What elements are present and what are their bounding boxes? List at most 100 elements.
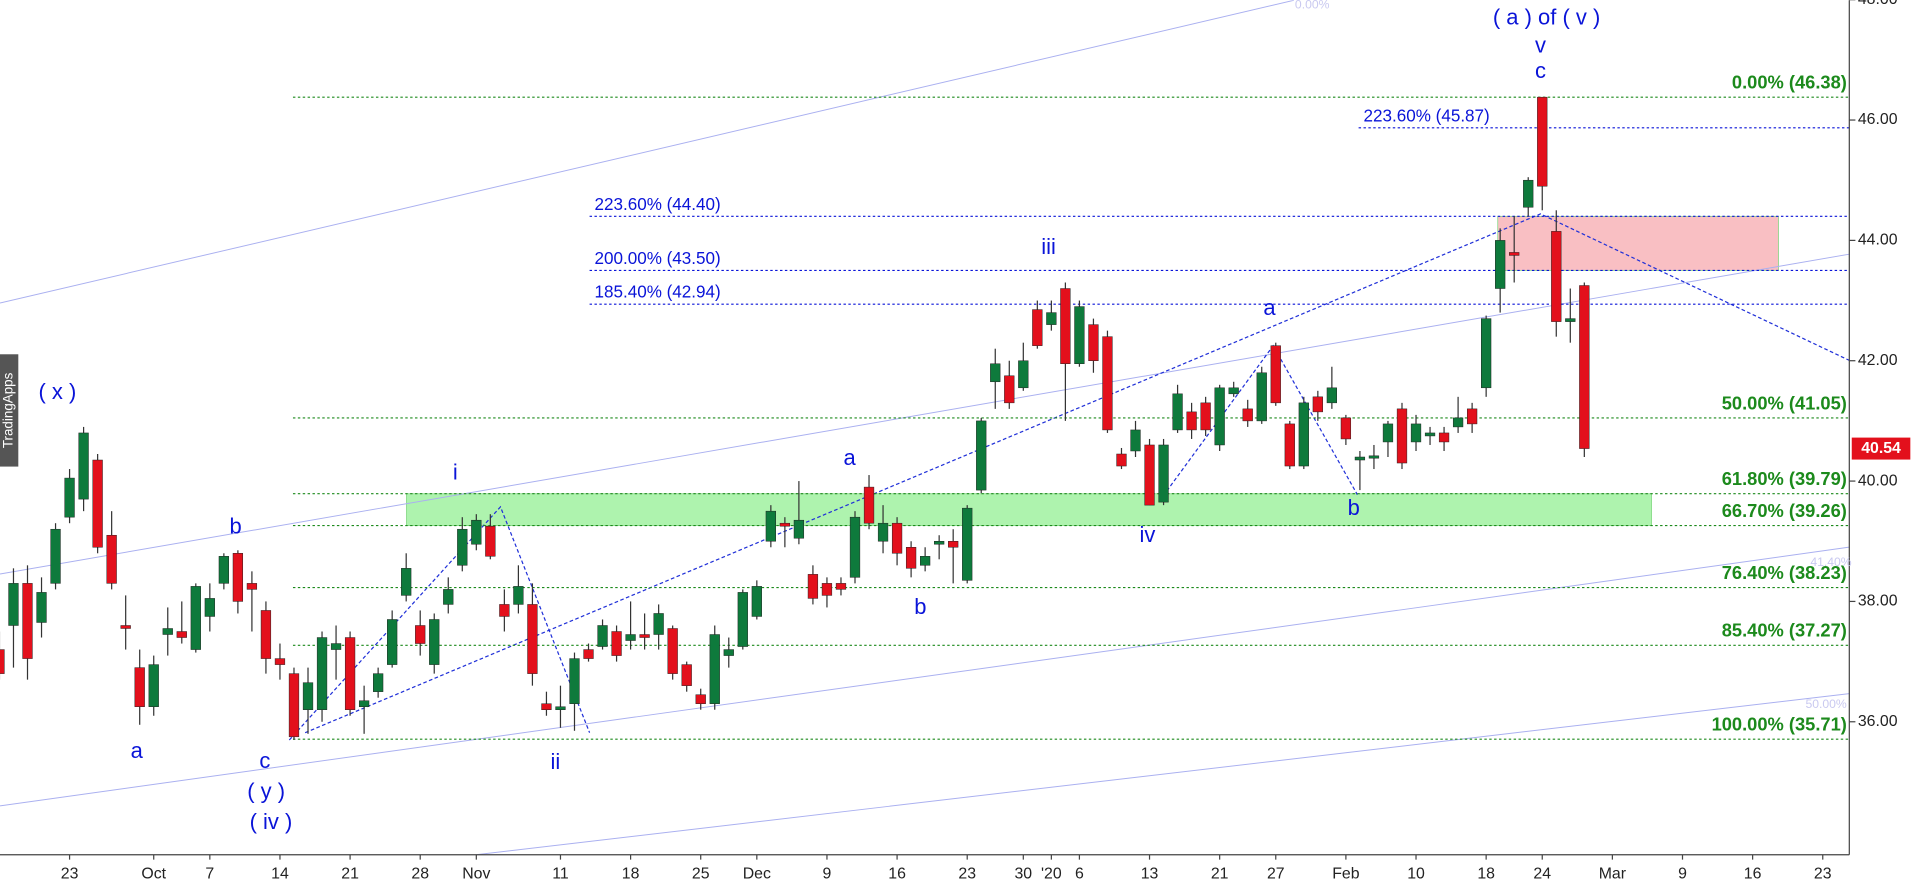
watermark-box (0, 354, 19, 467)
wave-label: c (259, 748, 270, 773)
candle-body (948, 541, 959, 548)
candle-body (1270, 345, 1281, 404)
candle-body (106, 534, 117, 584)
candle-body (1523, 179, 1534, 208)
candle-body (120, 625, 131, 629)
x-tick-label: 21 (1211, 865, 1229, 882)
candle-body (1200, 402, 1211, 431)
candle-body (513, 586, 524, 605)
candle-body (1312, 396, 1323, 413)
wave-label: a (1263, 295, 1276, 320)
wave-line (304, 213, 1850, 734)
candle-body (8, 583, 19, 626)
x-tick-label: 10 (1407, 865, 1425, 882)
x-tick-label: Dec (743, 865, 771, 882)
candle-body (190, 586, 201, 650)
wave-label: iii (1041, 234, 1056, 259)
x-tick-label: 18 (1477, 865, 1495, 882)
candle-body (1438, 432, 1450, 443)
candle-body (1551, 231, 1562, 322)
candle-body (471, 519, 482, 545)
level-label: 200.00% (43.50) (594, 249, 720, 268)
faint-label: 0.00% (1295, 0, 1330, 11)
level-label: 76.40% (38.23) (1722, 562, 1847, 583)
candle-body (920, 556, 931, 566)
candle-body (835, 583, 847, 590)
candle-body (849, 516, 861, 578)
candle-body (387, 619, 398, 665)
candle-body (1396, 408, 1408, 464)
candle-body (527, 604, 538, 674)
candle-body (1509, 252, 1520, 256)
x-tick-label: 21 (341, 865, 359, 882)
y-tick-label: 42.00 (1858, 352, 1898, 369)
x-tick-label: 30 (1014, 865, 1032, 882)
candle-body (723, 649, 734, 656)
candle-body (1088, 324, 1099, 361)
candle-body (134, 667, 145, 707)
candle-body (36, 592, 47, 623)
level-label: 50.00% (41.05) (1722, 392, 1847, 413)
candle-body (499, 604, 510, 617)
channel-line (0, 546, 1850, 807)
candle-body (611, 631, 622, 656)
candle-body (218, 556, 229, 584)
candle-body (232, 553, 244, 602)
y-tick-label: 38.00 (1858, 593, 1898, 610)
x-tick-label: 28 (411, 865, 429, 882)
zone (406, 493, 1652, 526)
candle-body (1186, 411, 1197, 431)
candle-body (1495, 240, 1506, 289)
x-tick-label: 16 (888, 865, 906, 882)
candle-body (288, 673, 300, 738)
candle-body (344, 637, 356, 710)
wave-label: i (453, 460, 458, 485)
candle-body (1130, 429, 1141, 452)
x-tick-label: 6 (1075, 865, 1084, 882)
candle-body (373, 673, 384, 692)
channel-line (0, 253, 1850, 575)
candle-body (1481, 318, 1492, 389)
candle-body (737, 592, 748, 647)
candle-body (1144, 444, 1155, 506)
wave-label: b (914, 594, 926, 619)
wave-label: b (229, 513, 241, 538)
candle-body (1424, 432, 1436, 437)
zones (406, 215, 1779, 526)
candle-body (1410, 423, 1422, 443)
candle-body (415, 625, 426, 644)
wave-label: ( x ) (38, 379, 76, 404)
candle-body (401, 568, 412, 596)
candles (0, 96, 1590, 740)
x-tick-label: 9 (823, 865, 832, 882)
candle-body (0, 649, 5, 674)
candle-body (555, 706, 566, 710)
candle-body (877, 522, 889, 542)
candle-body (667, 628, 678, 674)
candle-body (1242, 408, 1253, 422)
candle-body (1565, 318, 1576, 322)
candle-body (990, 363, 1001, 383)
level-label: 0.00% (46.38) (1732, 72, 1847, 93)
wave-label: iv (1139, 522, 1155, 547)
candle-body (1326, 387, 1337, 404)
price-tag (1851, 437, 1911, 460)
candle-body (1354, 456, 1366, 461)
x-tick-label: '20 (1041, 865, 1062, 882)
candle-body (976, 420, 987, 491)
candle-body (92, 459, 103, 548)
wave-label: ( iv ) (250, 809, 293, 834)
candle-body (316, 637, 328, 710)
candle-body (653, 613, 664, 635)
channel-line (0, 0, 1295, 304)
candle-body (1214, 387, 1225, 446)
faint-label: 41.40% (1810, 555, 1851, 569)
candle-body (583, 649, 594, 659)
candle-body (807, 574, 819, 599)
candle-body (1074, 306, 1085, 364)
x-tick-label: 27 (1267, 865, 1285, 882)
x-tick-label: 24 (1533, 865, 1551, 882)
candle-body (1032, 309, 1043, 346)
candle-body (1256, 372, 1267, 422)
